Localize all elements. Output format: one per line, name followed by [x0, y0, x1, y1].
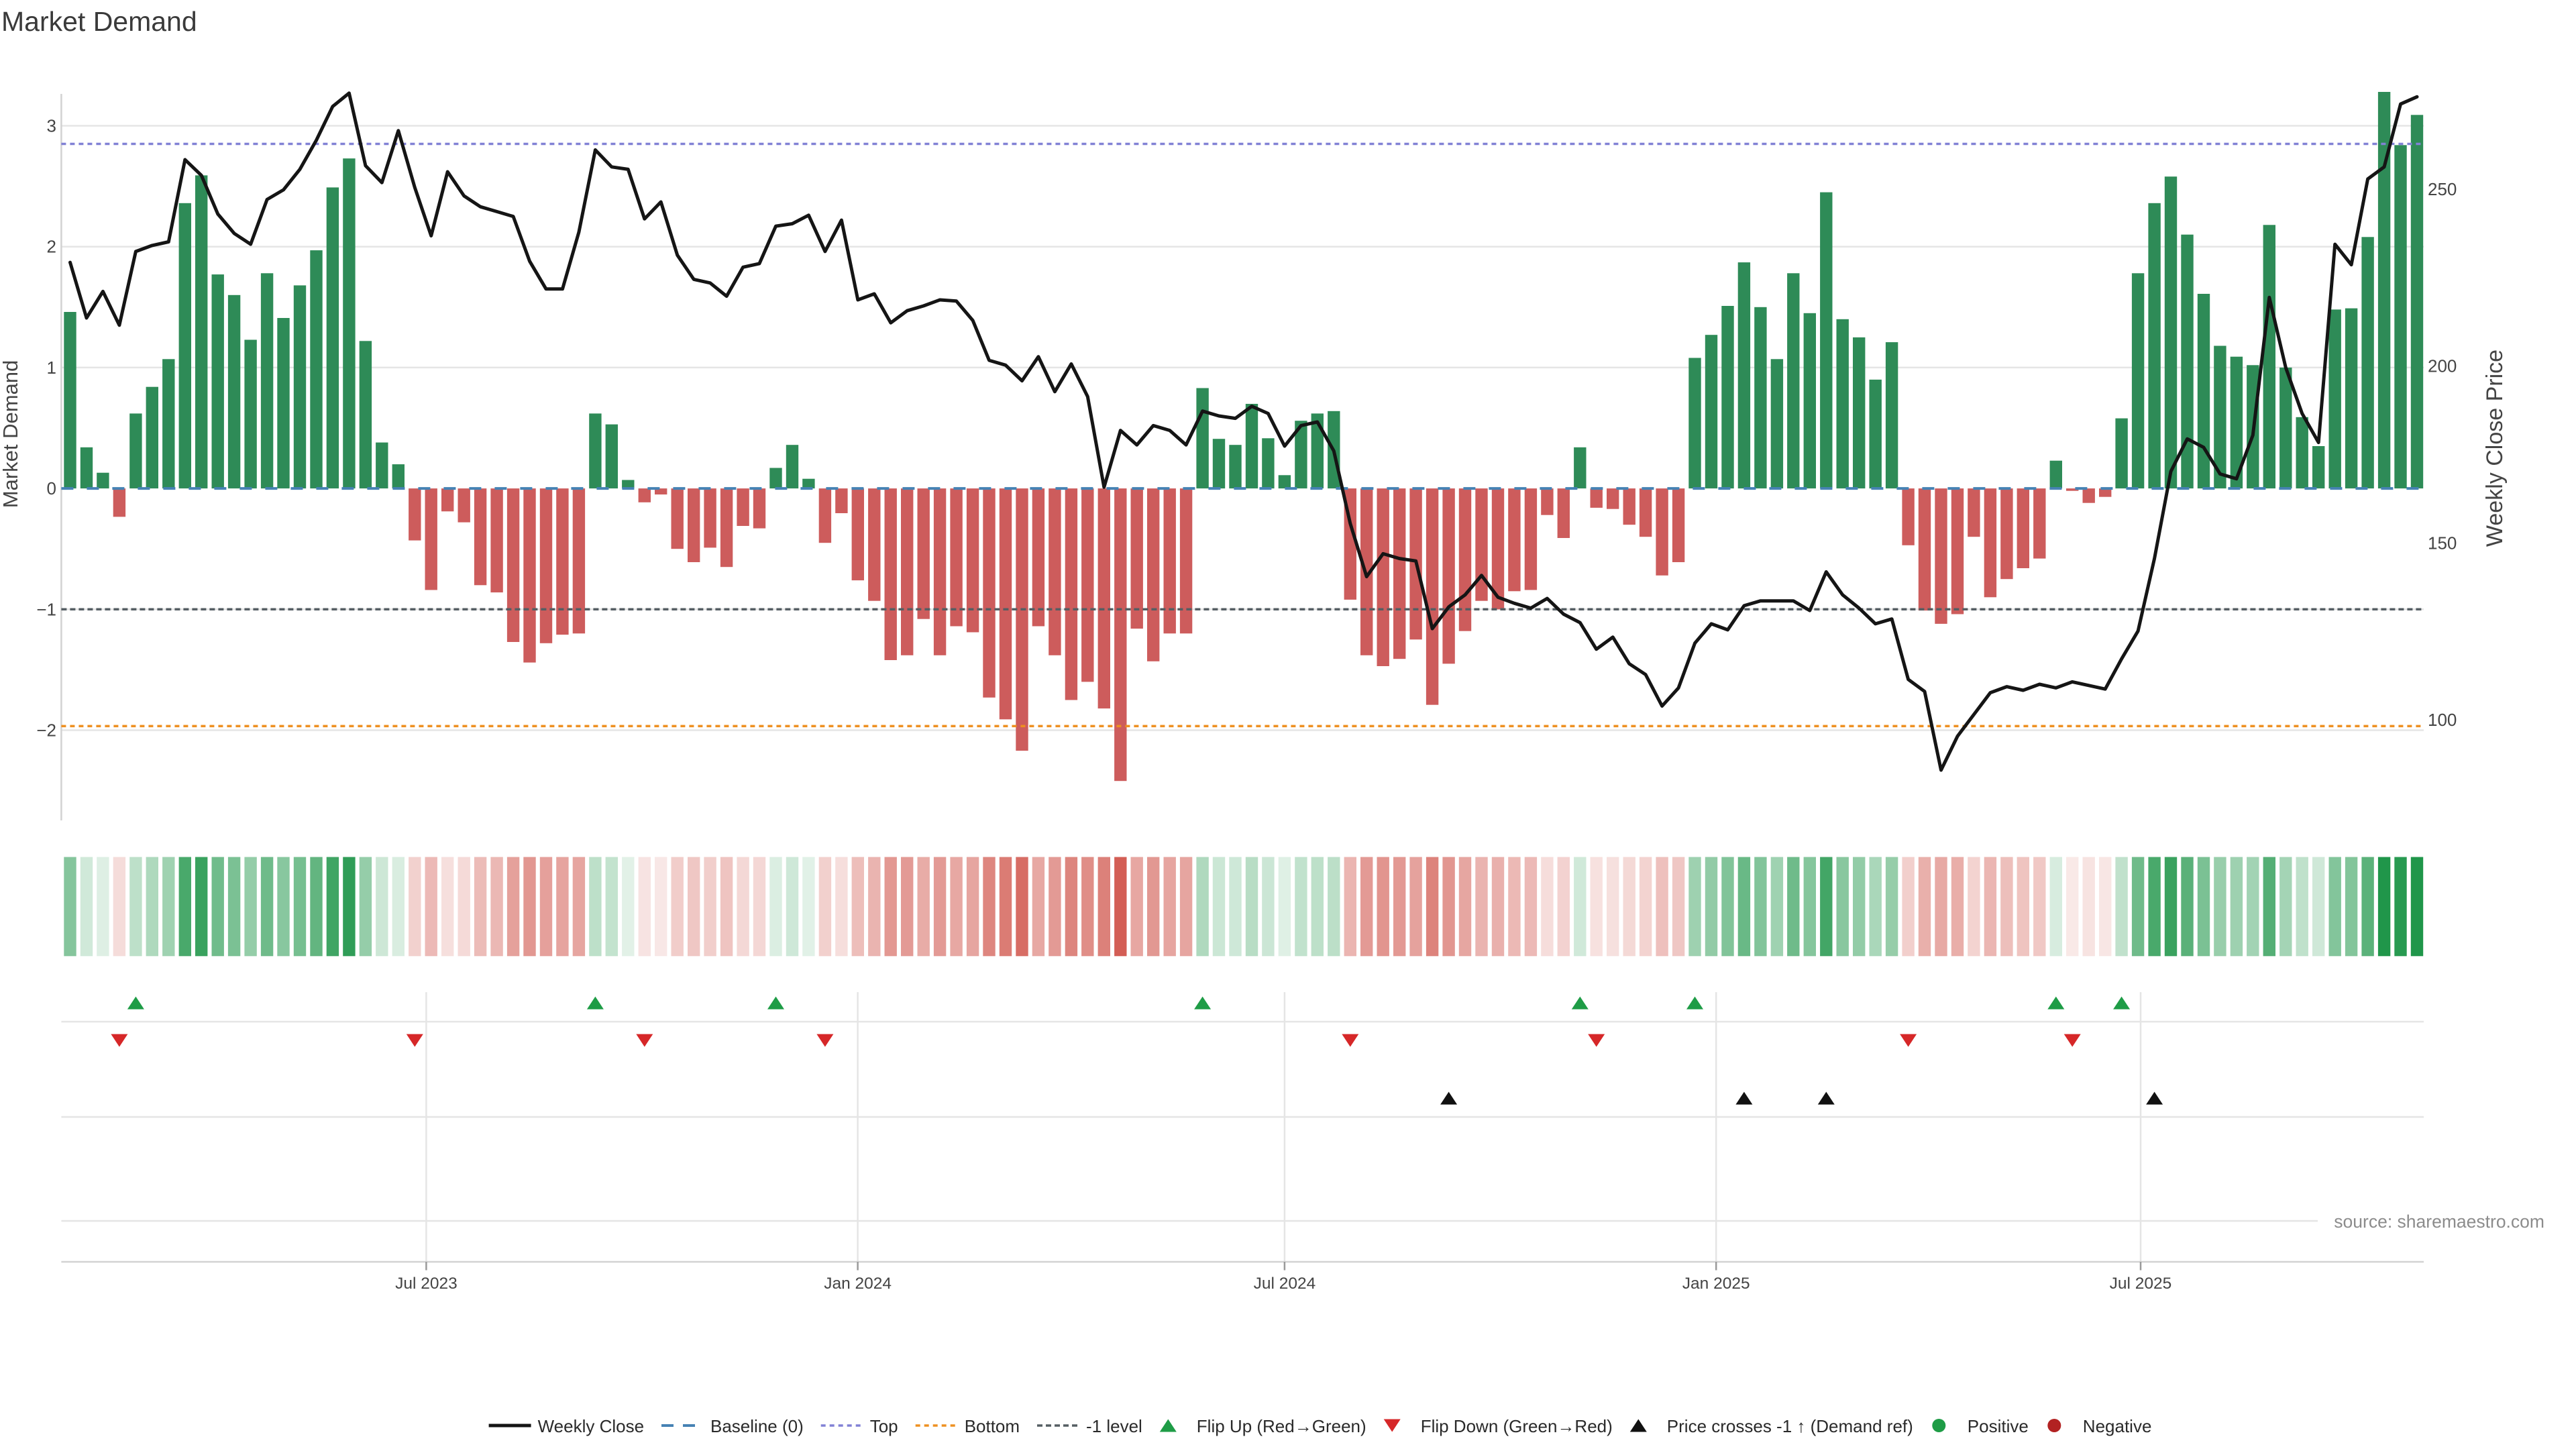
svg-text:200: 200	[2428, 356, 2457, 376]
svg-text:Jan 2024: Jan 2024	[824, 1275, 892, 1293]
svg-text:Flip Down (Green→Red): Flip Down (Green→Red)	[1421, 1416, 1613, 1436]
svg-text:Jul 2025: Jul 2025	[2110, 1275, 2172, 1293]
svg-text:Flip Up (Red→Green): Flip Up (Red→Green)	[1197, 1416, 1366, 1436]
svg-text:0: 0	[47, 478, 56, 498]
svg-text:Bottom: Bottom	[965, 1416, 1020, 1436]
svg-text:Price crosses -1 ↑ (Demand ref: Price crosses -1 ↑ (Demand ref)	[1667, 1416, 1913, 1436]
svg-text:Negative: Negative	[2083, 1416, 2152, 1436]
svg-text:Market Demand: Market Demand	[1, 6, 197, 37]
svg-text:-1 level: -1 level	[1086, 1416, 1142, 1436]
svg-text:100: 100	[2428, 710, 2457, 730]
svg-text:Jan 2025: Jan 2025	[1682, 1275, 1750, 1293]
svg-text:Top: Top	[870, 1416, 898, 1436]
svg-text:150: 150	[2428, 533, 2457, 553]
svg-text:Positive: Positive	[1968, 1416, 2029, 1436]
svg-text:Weekly Close Price: Weekly Close Price	[2482, 350, 2508, 547]
svg-text:3: 3	[47, 116, 56, 136]
svg-text:source: sharemaestro.com: source: sharemaestro.com	[2334, 1212, 2544, 1232]
svg-text:−1: −1	[36, 599, 56, 619]
svg-text:1: 1	[47, 358, 56, 378]
svg-text:Weekly Close: Weekly Close	[538, 1416, 644, 1436]
svg-text:2: 2	[47, 237, 56, 257]
svg-text:Jul 2023: Jul 2023	[395, 1275, 458, 1293]
svg-text:Market Demand: Market Demand	[0, 360, 22, 508]
svg-text:Baseline (0): Baseline (0)	[710, 1416, 804, 1436]
svg-text:−2: −2	[36, 720, 56, 741]
svg-text:250: 250	[2428, 179, 2457, 199]
svg-text:Jul 2024: Jul 2024	[1254, 1275, 1316, 1293]
